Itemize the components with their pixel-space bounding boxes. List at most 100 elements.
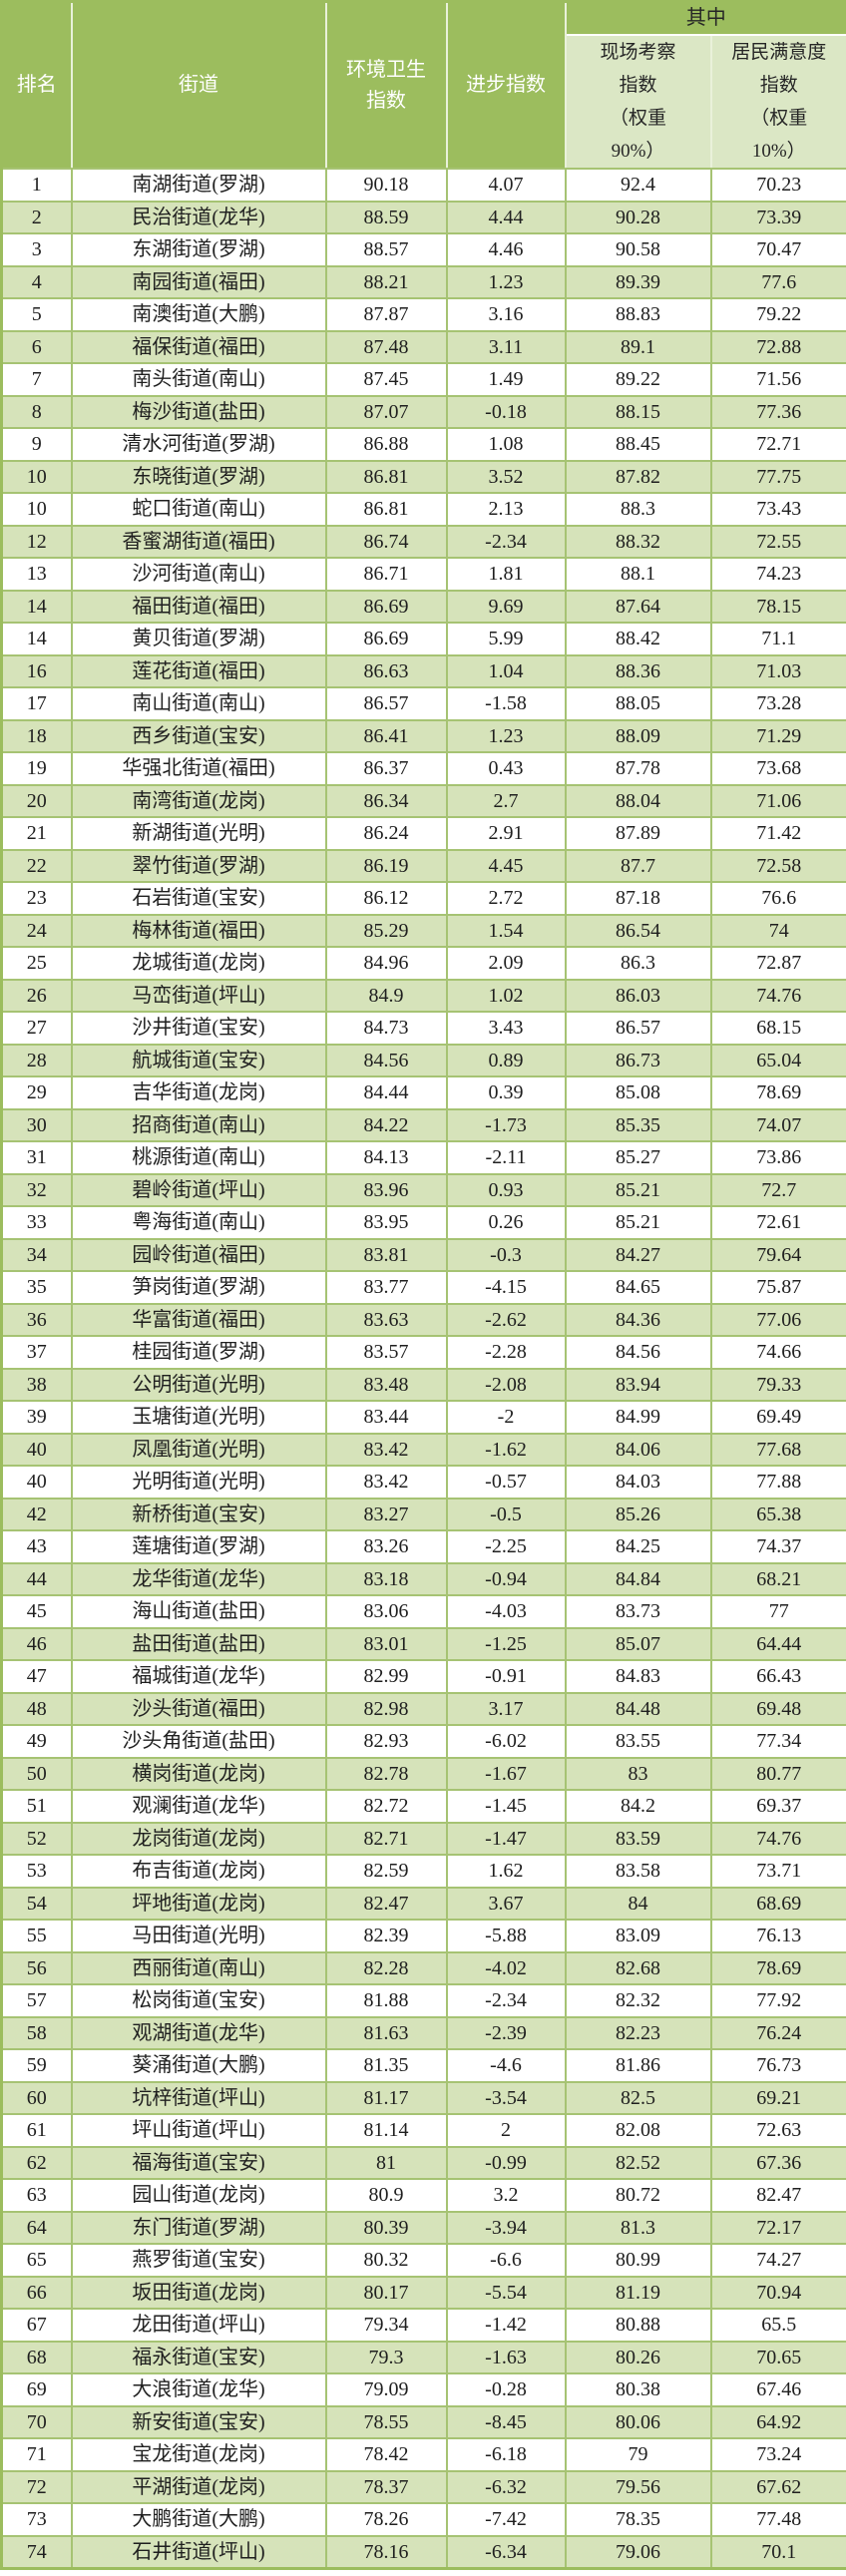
cell-street: 翠竹街道(罗湖) xyxy=(70,848,327,883)
cell-progress-index: 3.67 xyxy=(445,1886,567,1921)
cell-env-index: 83.95 xyxy=(324,1205,448,1240)
cell-satisfaction-index: 72.88 xyxy=(709,329,846,364)
cell-field-index: 84.2 xyxy=(564,1789,712,1824)
cell-street: 大鹏街道(大鹏) xyxy=(70,2502,327,2537)
cell-progress-index: 1.54 xyxy=(445,913,567,948)
cell-progress-index: 4.46 xyxy=(445,232,567,267)
cell-env-index: 88.21 xyxy=(324,264,448,299)
cell-progress-index: -0.94 xyxy=(445,1561,567,1596)
table-row: 39 玉塘街道(光明) 83.44 -2 84.99 69.49 xyxy=(0,1400,846,1435)
cell-field-index: 82.52 xyxy=(564,2145,712,2180)
cell-field-index: 85.07 xyxy=(564,1626,712,1661)
col-header-street: 街道 xyxy=(70,0,327,170)
cell-street: 马峦街道(坪山) xyxy=(70,978,327,1013)
cell-progress-index: -1.47 xyxy=(445,1821,567,1856)
cell-satisfaction-index: 65.38 xyxy=(709,1497,846,1531)
cell-rank: 60 xyxy=(0,2080,73,2115)
cell-rank: 26 xyxy=(0,978,73,1013)
cell-progress-index: -0.28 xyxy=(445,2372,567,2407)
cell-field-index: 88.04 xyxy=(564,783,712,818)
table-row: 5 南澳街道(大鹏) 87.87 3.16 88.83 79.22 xyxy=(0,297,846,332)
cell-progress-index: 0.43 xyxy=(445,751,567,786)
cell-rank: 6 xyxy=(0,329,73,364)
cell-satisfaction-index: 71.1 xyxy=(709,622,846,656)
cell-field-index: 80.06 xyxy=(564,2404,712,2439)
cell-satisfaction-index: 72.17 xyxy=(709,2210,846,2245)
cell-street: 梅林街道(福田) xyxy=(70,913,327,948)
cell-env-index: 80.17 xyxy=(324,2275,448,2310)
cell-rank: 74 xyxy=(0,2534,73,2570)
cell-progress-index: 2.09 xyxy=(445,946,567,981)
cell-rank: 20 xyxy=(0,783,73,818)
table-row: 32 碧岭街道(坪山) 83.96 0.93 85.21 72.7 xyxy=(0,1172,846,1207)
cell-rank: 7 xyxy=(0,362,73,397)
cell-env-index: 83.06 xyxy=(324,1594,448,1629)
cell-env-index: 86.81 xyxy=(324,492,448,527)
table-row: 60 坑梓街道(坪山) 81.17 -3.54 82.5 69.21 xyxy=(0,2080,846,2115)
cell-rank: 47 xyxy=(0,1659,73,1694)
cell-rank: 28 xyxy=(0,1043,73,1077)
table-row: 67 龙田街道(坪山) 79.34 -1.42 80.88 65.5 xyxy=(0,2308,846,2343)
cell-rank: 40 xyxy=(0,1432,73,1467)
table-row: 63 园山街道(龙岗) 80.9 3.2 80.72 82.47 xyxy=(0,2178,846,2213)
cell-rank: 53 xyxy=(0,1854,73,1889)
cell-rank: 55 xyxy=(0,1919,73,1953)
cell-field-index: 89.39 xyxy=(564,264,712,299)
cell-progress-index: -5.88 xyxy=(445,1919,567,1953)
table-row: 48 沙头街道(福田) 82.98 3.17 84.48 69.48 xyxy=(0,1691,846,1726)
cell-satisfaction-index: 70.23 xyxy=(709,168,846,203)
cell-progress-index: 1.23 xyxy=(445,264,567,299)
cell-rank: 67 xyxy=(0,2308,73,2343)
cell-rank: 29 xyxy=(0,1075,73,1110)
cell-progress-index: 4.45 xyxy=(445,848,567,883)
cell-progress-index: -1.25 xyxy=(445,1626,567,1661)
cell-rank: 73 xyxy=(0,2502,73,2537)
cell-satisfaction-index: 73.86 xyxy=(709,1140,846,1175)
cell-field-index: 87.18 xyxy=(564,881,712,916)
cell-progress-index: -4.02 xyxy=(445,1950,567,1985)
cell-satisfaction-index: 75.87 xyxy=(709,1270,846,1305)
cell-street: 华富街道(福田) xyxy=(70,1302,327,1337)
cell-satisfaction-index: 66.43 xyxy=(709,1659,846,1694)
cell-rank: 56 xyxy=(0,1950,73,1985)
cell-satisfaction-index: 71.42 xyxy=(709,816,846,851)
cell-street: 吉华街道(龙岗) xyxy=(70,1075,327,1110)
cell-field-index: 79.06 xyxy=(564,2534,712,2570)
col-header-progress-index: 进步指数 xyxy=(445,0,567,170)
cell-progress-index: 5.99 xyxy=(445,622,567,656)
cell-satisfaction-index: 71.06 xyxy=(709,783,846,818)
cell-progress-index: -4.03 xyxy=(445,1594,567,1629)
cell-env-index: 83.44 xyxy=(324,1400,448,1435)
cell-field-index: 87.78 xyxy=(564,751,712,786)
cell-env-index: 87.87 xyxy=(324,297,448,332)
cell-satisfaction-index: 72.55 xyxy=(709,524,846,559)
cell-satisfaction-index: 69.21 xyxy=(709,2080,846,2115)
cell-field-index: 87.82 xyxy=(564,459,712,494)
cell-env-index: 84.22 xyxy=(324,1107,448,1142)
cell-env-index: 81 xyxy=(324,2145,448,2180)
cell-field-index: 84.56 xyxy=(564,1335,712,1370)
cell-street: 公明街道(光明) xyxy=(70,1367,327,1402)
cell-progress-index: -7.42 xyxy=(445,2502,567,2537)
cell-env-index: 86.12 xyxy=(324,881,448,916)
cell-street: 南湖街道(罗湖) xyxy=(70,168,327,203)
cell-env-index: 78.26 xyxy=(324,2502,448,2537)
cell-street: 平湖街道(龙岗) xyxy=(70,2469,327,2504)
cell-env-index: 83.77 xyxy=(324,1270,448,1305)
cell-field-index: 80.72 xyxy=(564,2178,712,2213)
cell-env-index: 86.69 xyxy=(324,622,448,656)
cell-field-index: 88.05 xyxy=(564,686,712,721)
table-row: 51 观澜街道(龙华) 82.72 -1.45 84.2 69.37 xyxy=(0,1789,846,1824)
cell-env-index: 86.19 xyxy=(324,848,448,883)
cell-rank: 22 xyxy=(0,848,73,883)
table-row: 14 福田街道(福田) 86.69 9.69 87.64 78.15 xyxy=(0,589,846,624)
cell-rank: 37 xyxy=(0,1335,73,1370)
table-row: 52 龙岗街道(龙岗) 82.71 -1.47 83.59 74.76 xyxy=(0,1821,846,1856)
cell-rank: 5 xyxy=(0,297,73,332)
cell-env-index: 90.18 xyxy=(324,168,448,203)
cell-rank: 10 xyxy=(0,459,73,494)
table-row: 62 福海街道(宝安) 81 -0.99 82.52 67.36 xyxy=(0,2145,846,2180)
cell-street: 福永街道(宝安) xyxy=(70,2340,327,2374)
cell-progress-index: -6.32 xyxy=(445,2469,567,2504)
cell-street: 桂园街道(罗湖) xyxy=(70,1335,327,1370)
